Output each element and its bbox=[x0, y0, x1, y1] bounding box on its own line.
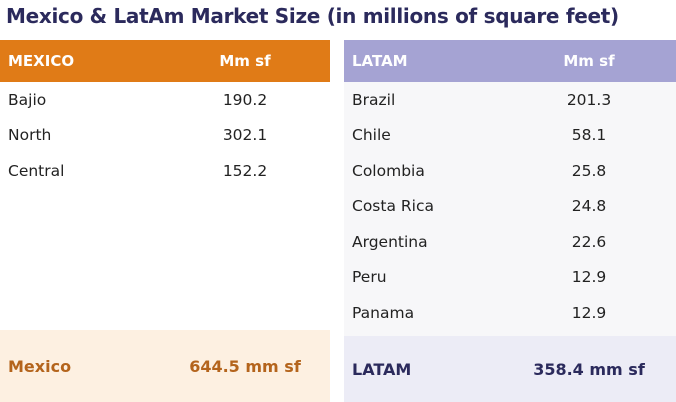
value-cell: 302.1 bbox=[222, 126, 268, 145]
value-cell: 25.8 bbox=[571, 161, 607, 180]
latam-table: LATAM Mm sf Brazil 201.3 Chile 58.1 Colombia… bbox=[344, 40, 676, 402]
region-cell: Argentina bbox=[352, 232, 428, 251]
value-cell: 22.6 bbox=[571, 232, 607, 251]
region-cell: Central bbox=[8, 161, 65, 180]
value-cell: 201.3 bbox=[566, 90, 612, 109]
header-cell: MEXICO bbox=[8, 52, 75, 70]
mexico-table: MEXICO Mm sf Bajio 190.2 North 302.1 Central… bbox=[0, 40, 330, 402]
table-header: LATAM Mm sf bbox=[344, 40, 676, 82]
table-header: MEXICO Mm sf bbox=[0, 40, 330, 82]
total-value: 644.5 mm sf bbox=[189, 356, 301, 376]
region-cell: Chile bbox=[352, 126, 391, 145]
table-row: Chile 58.1 bbox=[344, 118, 676, 154]
table-row: Costa Rica 24.8 bbox=[344, 189, 676, 225]
table-row: Central 152.2 bbox=[0, 153, 330, 189]
header-cell: Mm sf bbox=[219, 52, 271, 70]
value-cell: 12.9 bbox=[571, 268, 607, 287]
total-value: 358.4 mm sf bbox=[533, 359, 645, 379]
region-cell: North bbox=[8, 126, 52, 145]
table-body: Brazil 201.3 Chile 58.1 Colombia 25.8 Costa Ri… bbox=[344, 82, 676, 331]
total-row: Mexico 644.5 mm sf bbox=[0, 330, 330, 402]
table-row: Argentina 22.6 bbox=[344, 224, 676, 260]
total-label: Mexico bbox=[8, 356, 72, 376]
value-cell: 12.9 bbox=[571, 303, 607, 322]
table-row: Colombia 25.8 bbox=[344, 153, 676, 189]
region-cell: Bajio bbox=[8, 90, 47, 109]
table-body: Bajio 190.2 North 302.1 Central 152.2 bbox=[0, 82, 330, 189]
region-cell: Costa Rica bbox=[352, 197, 434, 216]
region-cell: Colombia bbox=[352, 161, 425, 180]
region-cell: Brazil bbox=[352, 90, 396, 109]
table-row: Panama 12.9 bbox=[344, 295, 676, 331]
region-cell: Peru bbox=[352, 268, 387, 287]
table-row: North 302.1 bbox=[0, 118, 330, 154]
value-cell: 58.1 bbox=[571, 126, 607, 145]
value-cell: 152.2 bbox=[222, 161, 268, 180]
total-label: LATAM bbox=[352, 359, 412, 379]
header-cell: LATAM bbox=[352, 52, 408, 70]
header-cell: Mm sf bbox=[563, 52, 615, 70]
table-row: Brazil 201.3 bbox=[344, 82, 676, 118]
total-row: LATAM 358.4 mm sf bbox=[344, 336, 676, 402]
table-row: Bajio 190.2 bbox=[0, 82, 330, 118]
title: Mexico & LatAm Market Size (in millions … bbox=[6, 4, 619, 28]
table-row: Peru 12.9 bbox=[344, 260, 676, 296]
region-cell: Panama bbox=[352, 303, 415, 322]
value-cell: 24.8 bbox=[571, 197, 607, 216]
value-cell: 190.2 bbox=[222, 90, 268, 109]
